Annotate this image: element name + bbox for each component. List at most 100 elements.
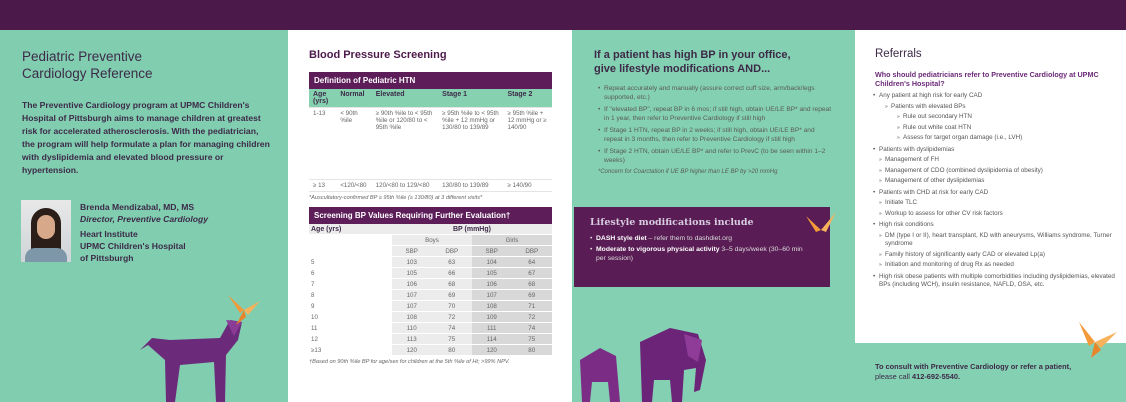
director-role: Director, Preventive Cardiology	[80, 214, 208, 224]
org-line: Heart Institute	[80, 229, 138, 239]
table-row: 10 108 72 109 72	[309, 311, 552, 323]
table-note: *Auscultatory-confirmed BP ≥ 95th %ile (…	[309, 195, 483, 201]
cell: 110	[391, 322, 432, 334]
list-item: High risk conditions DM (type I or II), …	[873, 221, 1118, 270]
contact-band	[855, 343, 1126, 402]
bp-screening-table: Screening BP Values Requiring Further Ev…	[309, 207, 552, 365]
org-line: UPMC Children's Hospital	[80, 241, 186, 251]
cell: 72	[431, 311, 472, 323]
cell: 109	[471, 311, 512, 323]
high-bp-panel: If a patient has high BP in your office,…	[572, 30, 855, 402]
list-item: Rule out white coat HTN	[897, 124, 1118, 133]
list-item: Patients with CHD at risk for early CAD …	[873, 189, 1118, 219]
cell: 120	[391, 344, 432, 356]
list-item: Rule out secondary HTN	[897, 113, 1118, 122]
cell: 120/<80 to 129/<80	[371, 179, 439, 192]
action-list: Repeat accurately and manually (assure c…	[598, 84, 833, 177]
cell: 64	[511, 256, 552, 268]
list-item: Initiation and monitoring of drug Rx as …	[879, 261, 1118, 270]
sub-header: SBP	[391, 245, 432, 257]
table-row: 5 103 63 104 64	[309, 256, 552, 268]
list-item: Any patient at high risk for early CAD P…	[873, 92, 1118, 143]
table-row: 1-13 < 90th %ile ≥ 90th %ile to < 95th %il…	[309, 107, 552, 180]
elephant-illustration	[580, 328, 706, 402]
item-text: 3–5 days/week (30–60 min per session)	[596, 246, 803, 262]
table-row: 6 105 66 105 67	[309, 267, 552, 279]
period: .	[958, 372, 961, 381]
cell: 114	[471, 333, 512, 345]
cell: 106	[391, 278, 432, 290]
cell: 71	[511, 300, 552, 312]
item-bold: Moderate to vigorous physical activity	[596, 246, 720, 253]
cell: < 90th %ile	[336, 107, 372, 180]
cell: 103	[391, 256, 432, 268]
cell: 63	[431, 256, 472, 268]
table-row: 11 110 74 111 74	[309, 322, 552, 334]
title-line: Pediatric Preventive	[22, 49, 143, 64]
top-banner	[0, 0, 1126, 30]
htn-definition-table: Definition of Pediatric HTN Age (yrs) Nor…	[309, 72, 552, 201]
cell: 74	[511, 322, 552, 334]
table-note: †Based on 90th %ile BP for age/sex for c…	[309, 359, 510, 365]
cell: 107	[391, 289, 432, 301]
title-line: Cardiology Reference	[22, 66, 153, 81]
cell: 6	[309, 267, 392, 279]
cell: 1-13	[309, 107, 337, 180]
sub-header: DBP	[511, 245, 552, 257]
dog-illustration	[140, 320, 242, 402]
list-item: Moderate to vigorous physical activity 3…	[590, 245, 814, 263]
list-item: Family history of significantly early CA…	[879, 251, 1118, 260]
lifestyle-title: Lifestyle modifications include	[590, 217, 754, 228]
cell: 10	[309, 311, 392, 323]
table-row: 7 106 68 106 68	[309, 278, 552, 290]
butterfly-icon	[1079, 322, 1117, 358]
col-header: Elevated	[371, 89, 439, 108]
item-text: Patients with dyslipidemias	[879, 145, 955, 153]
cell: 69	[511, 289, 552, 301]
list-item: Management of FH	[879, 156, 1118, 165]
cell: 68	[431, 278, 472, 290]
section-title: Referrals	[875, 48, 922, 60]
list-item: Repeat accurately and manually (assure c…	[598, 84, 833, 102]
list-item: If Stage 2 HTN, obtain UE/LE BP* and ref…	[598, 147, 833, 165]
table-title: Definition of Pediatric HTN	[309, 72, 552, 89]
director-name: Brenda Mendizabal, MD, MS	[80, 202, 195, 212]
cell: 80	[511, 344, 552, 356]
section-title: If a patient has high BP in your office,…	[594, 48, 791, 76]
referral-list: Any patient at high risk for early CAD P…	[873, 89, 1118, 290]
phone-number[interactable]: 412-692-5540	[911, 372, 959, 381]
intro-panel: Pediatric Preventive Cardiology Reference…	[0, 30, 288, 402]
cell: 130/80 to 139/89	[438, 179, 504, 192]
cell: ≥ 95th %ile + 12 mmHg or ≥ 140/90	[503, 107, 552, 180]
col-header: Stage 1	[438, 89, 504, 108]
item-text: Any patient at high risk for early CAD	[879, 92, 983, 99]
consult-text: To consult with Preventive Cardiology or…	[875, 362, 1071, 382]
table-row: ≥ 13 <120/<80 120/<80 to 129/<80 130/80 to …	[309, 179, 552, 192]
table-row: 8 107 69 107 69	[309, 289, 552, 301]
cell: 104	[471, 256, 512, 268]
consult-line: please call	[875, 372, 912, 381]
bp-screening-panel: Blood Pressure Screening Definition of P…	[288, 30, 572, 402]
col-header: BP (mmHg)	[391, 224, 552, 235]
cell: ≥ 95th %ile to < 95th %ile + 12 mmHg or …	[438, 107, 504, 180]
director-bio: Brenda Mendizabal, MD, MS Director, Prev…	[80, 201, 208, 264]
cell: 120	[471, 344, 512, 356]
sub-header: SBP	[471, 245, 512, 257]
col-header: Stage 2	[503, 89, 552, 108]
cell: 74	[431, 322, 472, 334]
item-text: – refer them to dashdiet.org	[646, 235, 733, 242]
brochure-title: Pediatric Preventive Cardiology Reference	[22, 48, 153, 82]
cell: 111	[471, 322, 512, 334]
list-item: Patients with dyslipidemias Management o…	[873, 146, 1118, 186]
referral-question: Who should pediatricians refer to Preven…	[875, 70, 1099, 88]
section-title: Blood Pressure Screening	[309, 49, 447, 61]
girls-header: Girls	[471, 234, 552, 246]
cell: 106	[471, 278, 512, 290]
sub-header: DBP	[431, 245, 472, 257]
item-text: High risk conditions	[879, 221, 934, 228]
cell: 108	[391, 311, 432, 323]
list-item: DASH style diet – refer them to dashdiet…	[590, 234, 814, 243]
cell: 12	[309, 333, 392, 345]
list-item: Management of CDO (combined dyslipidemia…	[879, 167, 1118, 176]
col-header: Normal	[336, 89, 372, 108]
